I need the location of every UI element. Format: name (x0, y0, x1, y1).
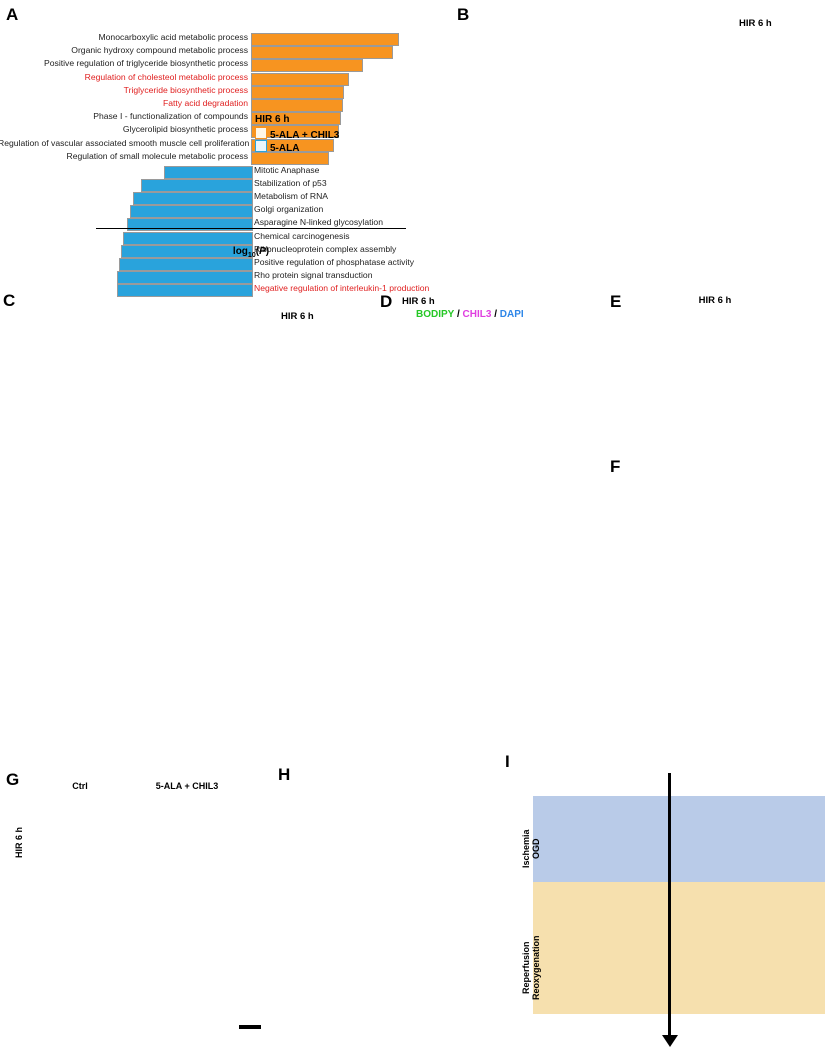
go-term-label: Triglyceride biosynthetic process (123, 84, 248, 95)
panel-a: A Monocarboxylic acid metabolic process … (0, 0, 455, 298)
panel-f-atp-chart (610, 457, 825, 607)
go-term-label: Chemical carcinogenesis (254, 230, 350, 241)
panel-g-col-1: 5-ALA + CHIL3 (155, 781, 219, 791)
go-term-label: Regulation of vascular associated smooth… (0, 137, 250, 148)
go-term-label: Glycerolipid biosynthetic process (122, 124, 248, 135)
go-term-label: Regulation of cholesteol metabolic proce… (84, 71, 248, 82)
go-term-label: Mitotic Anaphase (254, 164, 320, 175)
panel-d-condition: HIR 6 h (402, 296, 435, 307)
panel-d-channel-legend: BODIPY / CHIL3 / DAPI (416, 309, 524, 320)
go-term-label: Ribonucleoprotein complex assembly (254, 243, 397, 254)
go-term-bar (132, 191, 253, 205)
phase-label-ischemia: Ischemia OGD (521, 829, 541, 868)
panel-a-axis (96, 228, 406, 230)
go-term-label: Positive regulation of phosphatase activ… (254, 256, 415, 267)
panel-c-letter: C (3, 291, 16, 310)
go-term-label: Metabolism of RNA (254, 190, 329, 201)
go-term-bar (117, 271, 253, 285)
panel-h-legend (290, 761, 508, 795)
go-term-label: Fatty acid degradation (162, 98, 248, 108)
panel-a-legend-title: HIR 6 h (255, 114, 290, 125)
panel-b: B HIR 6 h (455, 0, 825, 280)
legend-swatch-orange (255, 127, 267, 139)
go-term-bar (251, 125, 340, 139)
go-term-label: Negative regulation of interleukin-1 pro… (254, 283, 430, 294)
panel-g-row-label: HIR 6 h (14, 826, 24, 858)
go-term-label: Positive regulation of triglyceride bios… (44, 58, 248, 69)
panel-h-alt-chart (278, 917, 394, 1047)
go-term-bar (141, 178, 253, 192)
go-term-label: Organic hydroxy compound metabolic proce… (71, 45, 248, 56)
go-term-label: Monocarboxylic acid metabolic process (98, 32, 248, 42)
panel-a-legend-item-1: 5-ALA (255, 140, 299, 154)
panel-f-letter: F (610, 457, 621, 476)
go-term-bar (129, 205, 253, 219)
go-term-label: Golgi organization (254, 204, 324, 215)
panel-h-letter: H (278, 765, 291, 784)
panel-h-ldh-chart (390, 917, 510, 1047)
panel-e: E HIR 6 h (610, 292, 825, 457)
ischemia-band (533, 796, 825, 882)
panel-g: G Ctrl 5-ALA + CHIL3 HIR 6 h (0, 748, 280, 1047)
panel-e-chart (610, 292, 825, 457)
panel-a-xlabel: log10(P) (232, 246, 270, 259)
go-term-label: Regulation of small molecule metabolic p… (66, 150, 248, 161)
go-term-bar (251, 138, 334, 152)
go-term-bar (251, 33, 400, 46)
go-term-bar (251, 85, 345, 99)
go-term-bar (251, 151, 329, 165)
go-term-label: Rho protein signal transduction (254, 270, 373, 281)
panel-a-legend-item-0: 5-ALA + CHIL3 (255, 127, 339, 141)
panel-h: H (278, 755, 508, 1047)
phase-ischemia-text: Ischemia OGD (521, 829, 541, 868)
go-term-label: Phase I - functionalization of compounds (93, 111, 248, 122)
panel-a-letter: A (6, 5, 19, 24)
panel-h-ast-chart (390, 791, 510, 909)
scale-bar (552, 724, 566, 727)
channel-chil3: CHIL3 (462, 309, 492, 320)
panel-c-dendrogram (14, 323, 47, 743)
panel-i: I Ischemia OGD Reperfusion Reoxygenation (505, 748, 825, 1047)
panel-g-letter: G (6, 770, 20, 789)
legend-label-blue: 5-ALA (270, 143, 300, 154)
panel-f: F (610, 457, 825, 747)
go-term-bar (251, 59, 364, 73)
panel-c-condition: HIR 6 h (281, 311, 314, 322)
panel-e-letter: E (610, 292, 622, 311)
panel-b-letter: B (457, 5, 470, 24)
go-term-bar (117, 284, 253, 298)
go-term-label: Asparagine N-linked glycosylation (254, 217, 383, 228)
go-term-bar (163, 165, 253, 179)
legend-label-orange: 5-ALA + CHIL3 (270, 130, 340, 141)
reperfusion-band (533, 882, 825, 1014)
big-down-arrow-icon (662, 1035, 678, 1047)
center-divider (668, 773, 671, 1036)
panel-b-condition: HIR 6 h (739, 18, 772, 29)
channel-dapi: DAPI (499, 309, 524, 320)
panel-e-title: HIR 6 h (698, 295, 732, 306)
panel-f-lactate-chart (610, 597, 825, 747)
panel-g-scale-bar (239, 1025, 261, 1029)
go-term-bar (251, 112, 341, 126)
go-term-bar (118, 257, 253, 271)
panel-h-suzuki-chart (278, 791, 394, 909)
phase-reperfusion-text: Reperfusion Reoxygenation (521, 935, 541, 1000)
panel-d-letter: D (380, 292, 393, 311)
go-term-bar (122, 231, 253, 245)
panel-i-letter: I (505, 752, 510, 771)
go-term-bar (251, 46, 393, 60)
panel-c: C HIR 6 h (0, 285, 390, 745)
panel-b-dendrogram (469, 30, 519, 278)
panel-d: D HIR 6 h BODIPY / CHIL3 / DAPI (380, 292, 612, 744)
go-term-label: Stabilization of p53 (254, 177, 327, 188)
go-term-bar (251, 99, 343, 112)
legend-swatch-blue (255, 140, 267, 152)
phase-label-reperfusion: Reperfusion Reoxygenation (521, 935, 541, 1000)
go-term-bar (121, 244, 253, 258)
go-term-bar (251, 72, 350, 86)
channel-bodipy: BODIPY (416, 309, 455, 320)
panel-g-col-0: Ctrl (72, 781, 88, 791)
